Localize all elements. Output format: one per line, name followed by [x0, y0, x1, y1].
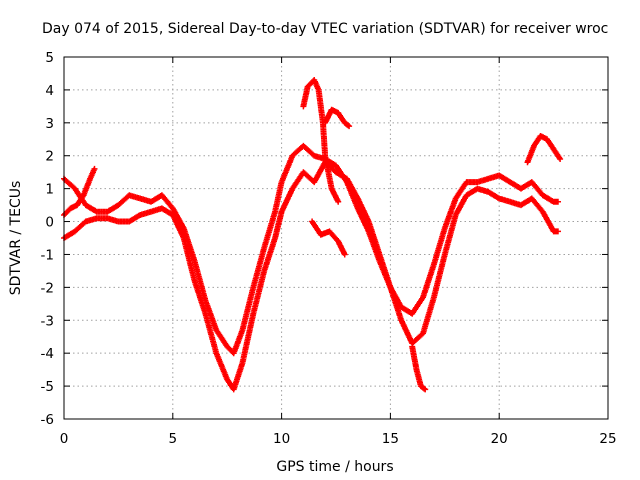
data-series-3: [300, 77, 342, 205]
y-axis-label: SDTVAR / TECUs: [8, 181, 24, 296]
y-tick-label: -5: [41, 379, 54, 395]
x-tick-label: 15: [382, 431, 399, 447]
y-tick-label: -6: [41, 412, 54, 428]
data-series-1: [61, 142, 561, 357]
y-tick-label: 5: [45, 50, 54, 66]
grid-layer: [64, 57, 608, 419]
plot-frame: [63, 56, 609, 420]
x-tick-label: 20: [491, 431, 508, 447]
x-tick-label: 5: [169, 431, 178, 447]
tick-layer: [63, 56, 609, 420]
x-tick-labels: 0 5 10 15 20 25: [60, 431, 617, 447]
x-tick-label: 25: [599, 431, 616, 447]
y-tick-label: -4: [41, 346, 54, 362]
y-tick-labels: -6 -5 -4 -3 -2 -1 0 1 2 3 4 5: [41, 50, 54, 428]
series-layer: [61, 77, 564, 393]
y-tick-label: 4: [45, 83, 54, 99]
x-tick-label: 0: [60, 431, 69, 447]
x-tick-label: 10: [273, 431, 290, 447]
data-series-4: [322, 106, 353, 130]
y-tick-label: -3: [41, 313, 54, 329]
data-series-7: [524, 133, 564, 166]
chart-title: Day 074 of 2015, Sidereal Day-to-day VTE…: [42, 21, 608, 37]
y-tick-label: 2: [45, 149, 54, 165]
y-tick-label: 1: [45, 182, 54, 198]
x-axis-label: GPS time / hours: [276, 459, 393, 475]
y-tick-label: -1: [41, 247, 54, 263]
data-series-6: [409, 343, 429, 393]
y-tick-label: -2: [41, 280, 54, 296]
data-series-5: [309, 218, 348, 258]
y-tick-label: 0: [45, 215, 54, 231]
y-tick-label: 3: [45, 116, 54, 132]
